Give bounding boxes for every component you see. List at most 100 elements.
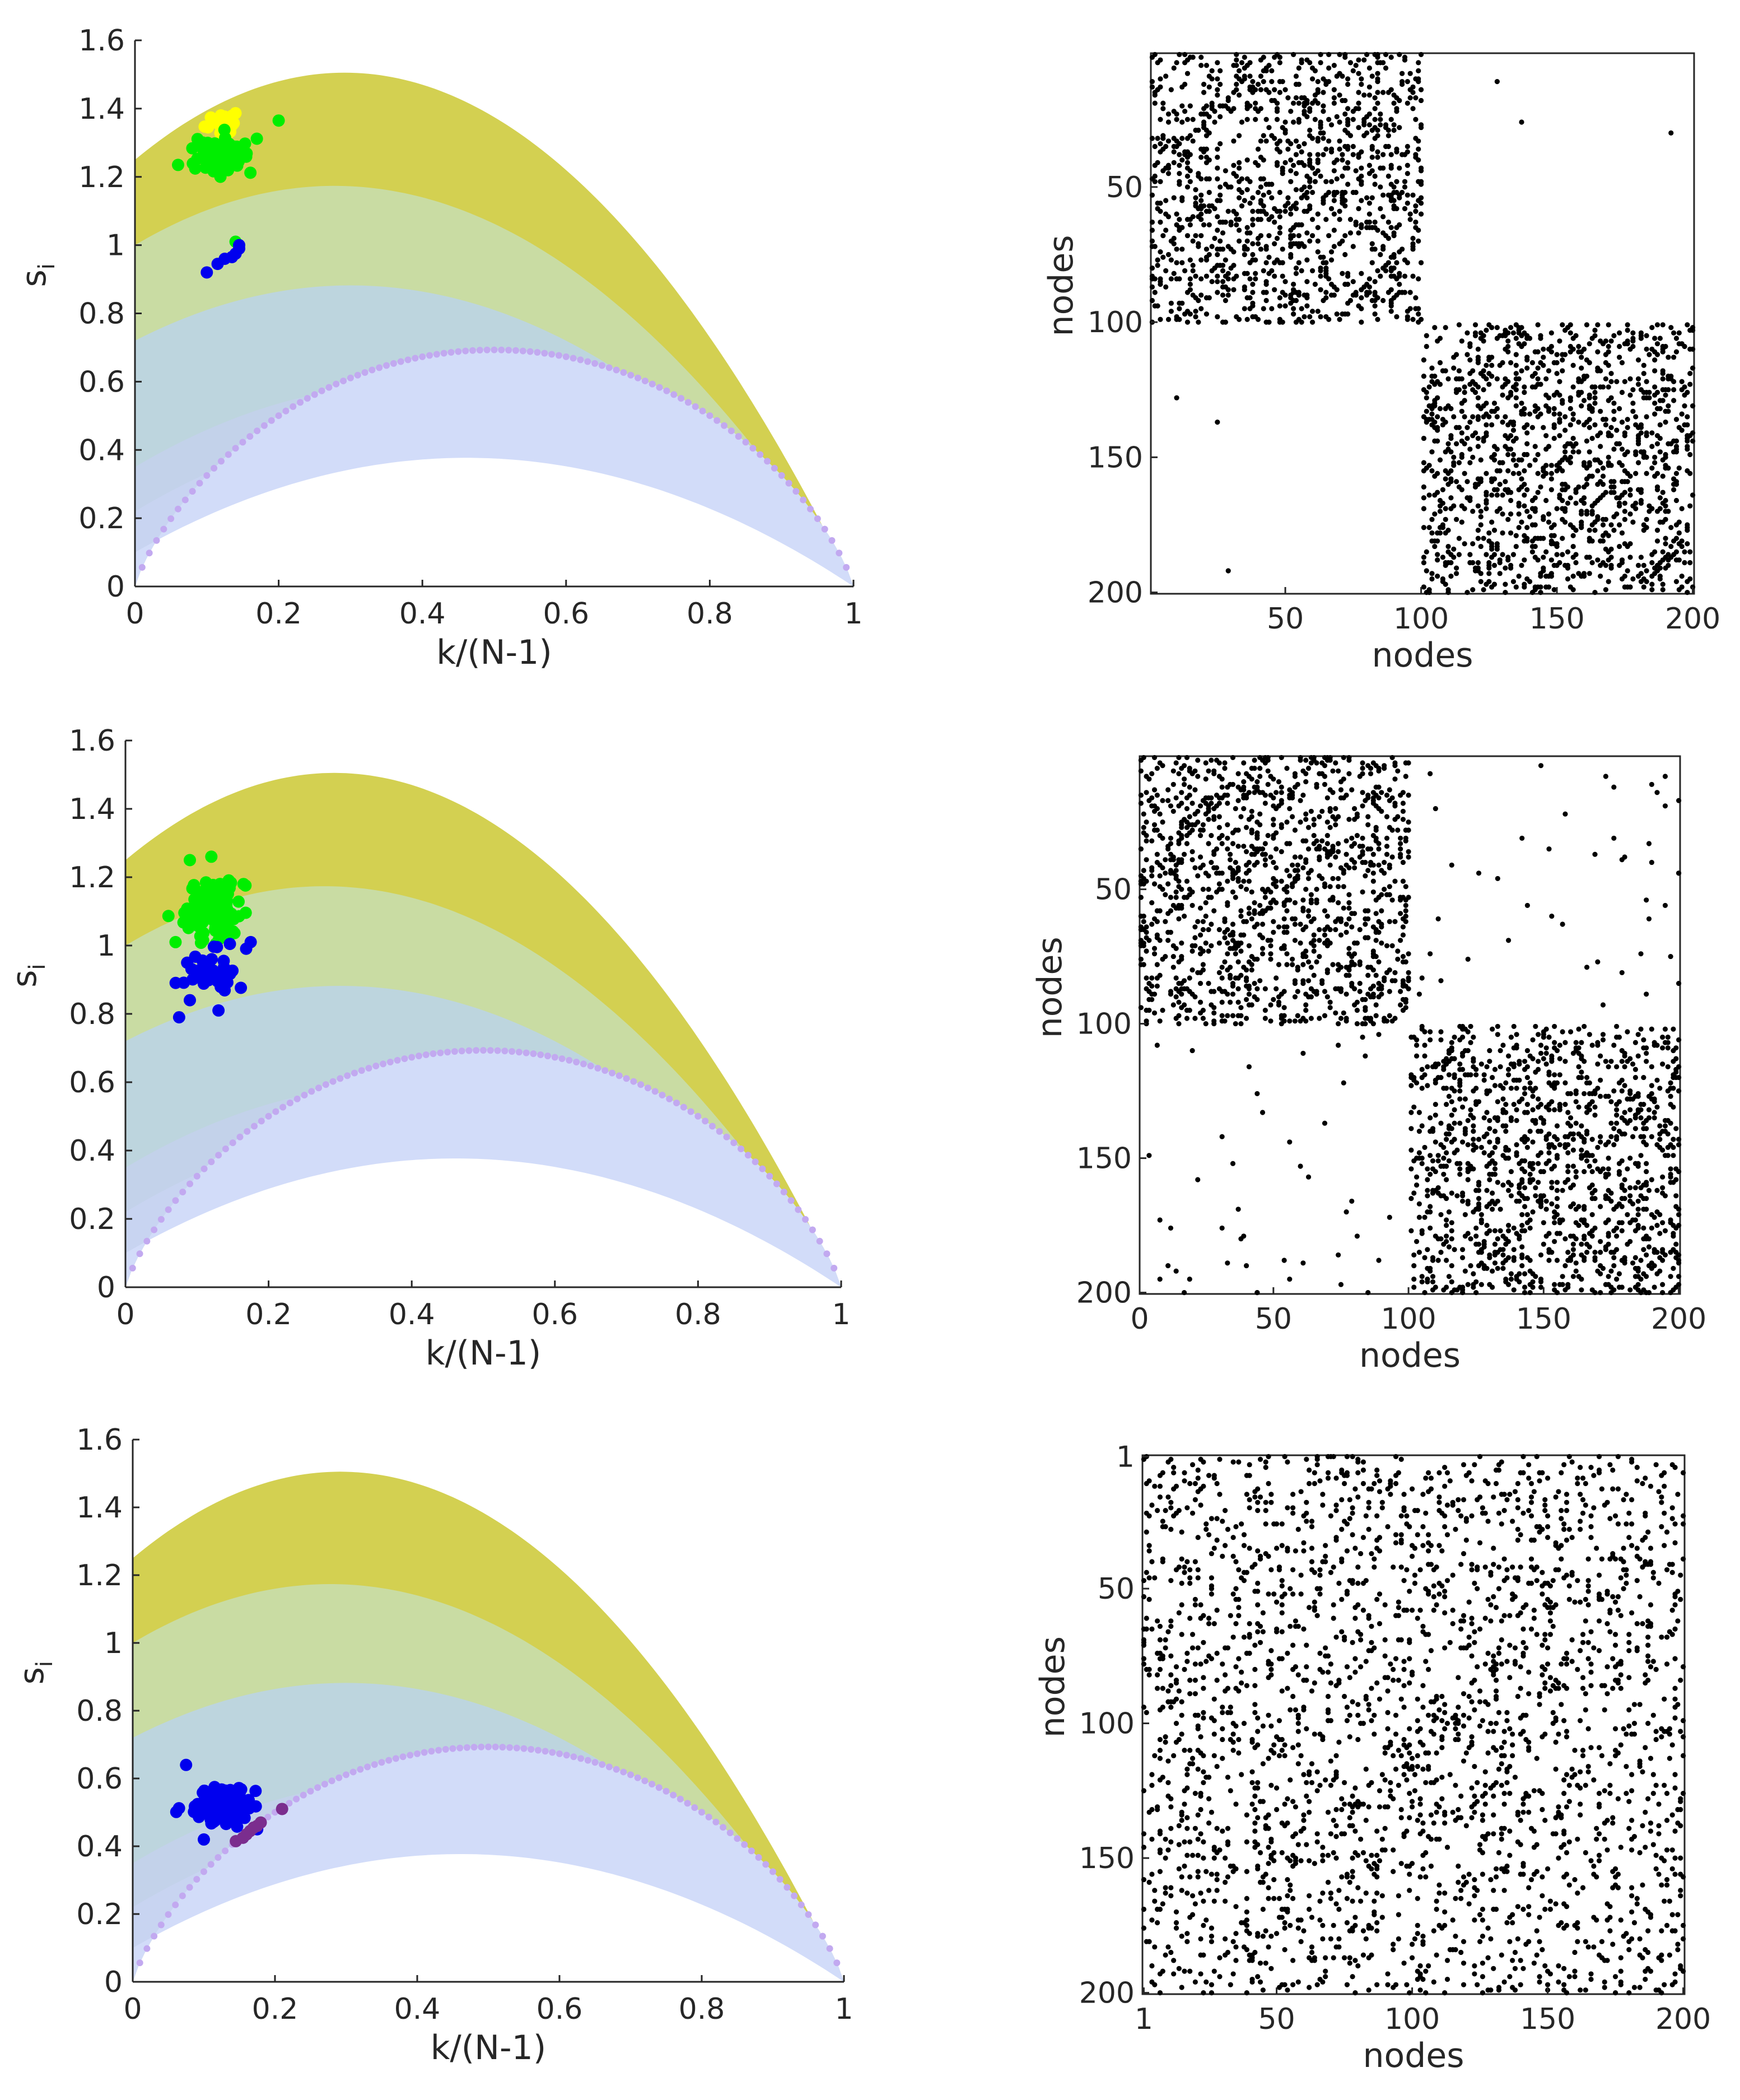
matrix-dot (1530, 1166, 1536, 1172)
matrix-dot (1365, 822, 1371, 827)
matrix-dot (1514, 1142, 1519, 1148)
matrix-dot (1414, 1174, 1420, 1180)
matrix-dot (1198, 176, 1204, 181)
matrix-dot (1261, 192, 1266, 198)
matrix-dot (1462, 1131, 1468, 1137)
matrix-dot (1176, 916, 1182, 921)
matrix-dot (1532, 444, 1538, 449)
matrix-dot (1535, 376, 1541, 382)
matrix-dot (1282, 279, 1288, 285)
matrix-dot (1397, 52, 1402, 58)
matrix-dot (1690, 438, 1696, 444)
matrix-dot (1266, 233, 1272, 239)
matrix-dot (1652, 1099, 1657, 1105)
matrix-dot (1189, 948, 1195, 954)
matrix-dot (1372, 136, 1378, 141)
matrix-dot (1646, 509, 1652, 514)
matrix-dot (1237, 238, 1242, 244)
matrix-dot (1303, 811, 1309, 817)
matrix-dot (1403, 897, 1408, 903)
matrix-dot (1494, 487, 1500, 492)
matrix-dot (1425, 1166, 1430, 1172)
matrix-dot (1527, 1290, 1533, 1296)
matrix-dot (1165, 119, 1172, 125)
matrix-dot (1530, 1056, 1536, 1061)
matrix-dot (1379, 924, 1384, 930)
baseline-point (515, 1049, 523, 1056)
matrix-dot (1359, 225, 1364, 230)
matrix-dot (1165, 798, 1171, 803)
matrix-dot (1687, 381, 1693, 387)
blue-point (181, 956, 194, 969)
matrix-dot (1416, 276, 1421, 282)
matrix-dot (1543, 1137, 1549, 1142)
matrix-dot (1369, 155, 1375, 160)
matrix-dot (1384, 851, 1390, 857)
matrix-dot (1492, 1129, 1498, 1134)
matrix-dot (1387, 989, 1392, 994)
matrix-dot (1163, 284, 1169, 290)
matrix-dot (1394, 109, 1400, 114)
green-point (169, 935, 182, 948)
matrix-dot (1587, 425, 1592, 430)
matrix-dot (1456, 368, 1462, 374)
matrix-dot (1660, 457, 1666, 463)
matrix-dot (1293, 206, 1299, 212)
matrix-dot (1560, 536, 1565, 541)
matrix-dot (1671, 330, 1677, 336)
matrix-dot (1422, 1255, 1428, 1260)
blue-point (233, 239, 246, 252)
matrix-dot (1151, 881, 1158, 887)
matrix-dot (1630, 401, 1636, 406)
matrix-dot (1357, 927, 1363, 933)
matrix-dot (1255, 162, 1261, 168)
baseline-point (430, 1050, 437, 1058)
matrix-dot (1432, 403, 1438, 409)
yellow-point (227, 117, 240, 129)
matrix-dot (1182, 60, 1188, 66)
baseline-point (136, 1250, 143, 1258)
matrix-dot (1475, 503, 1481, 509)
matrix-dot (1291, 100, 1296, 106)
matrix-dot (1535, 471, 1541, 476)
matrix-dot (1378, 117, 1383, 122)
matrix-dot (1552, 1086, 1557, 1091)
baseline-point (759, 1165, 766, 1172)
baseline-point (376, 364, 383, 371)
matrix-dot (1405, 260, 1410, 266)
matrix-dot (1225, 97, 1231, 104)
matrix-dot (1296, 81, 1301, 87)
matrix-dot (1494, 414, 1500, 420)
matrix-dot (1570, 417, 1576, 422)
matrix-dot (1155, 263, 1160, 268)
matrix-dot (1341, 884, 1346, 890)
matrix-dot (1387, 865, 1392, 870)
matrix-dot (1565, 500, 1571, 506)
matrix-dot (1481, 338, 1486, 344)
matrix-dot (1341, 905, 1346, 911)
matrix-dot (1154, 962, 1160, 967)
matrix-dot (1386, 133, 1391, 138)
matrix-dot (1184, 160, 1191, 166)
matrix-dot (1203, 760, 1209, 766)
matrix-dot (1322, 932, 1328, 938)
matrix-dot (1326, 117, 1332, 122)
matrix-dot (1611, 1126, 1617, 1132)
matrix-dot (1173, 895, 1179, 900)
matrix-dot (1465, 1142, 1471, 1148)
matrix-dot (1179, 940, 1184, 946)
matrix-dot (1318, 268, 1323, 274)
matrix-dot (1654, 341, 1660, 347)
matrix-dot (1349, 924, 1355, 930)
matrix-dot (1293, 138, 1299, 144)
matrix-dot (1146, 776, 1152, 782)
matrix-dot (1333, 822, 1338, 827)
matrix-dot (1598, 1053, 1603, 1059)
matrix-dot (1444, 1217, 1449, 1223)
matrix-dot (1265, 768, 1271, 774)
matrix-dot (1641, 562, 1646, 568)
matrix-dot (1452, 1088, 1457, 1094)
baseline-point (831, 1264, 838, 1272)
matrix-dot (1220, 263, 1226, 268)
matrix-dot (1303, 838, 1309, 844)
